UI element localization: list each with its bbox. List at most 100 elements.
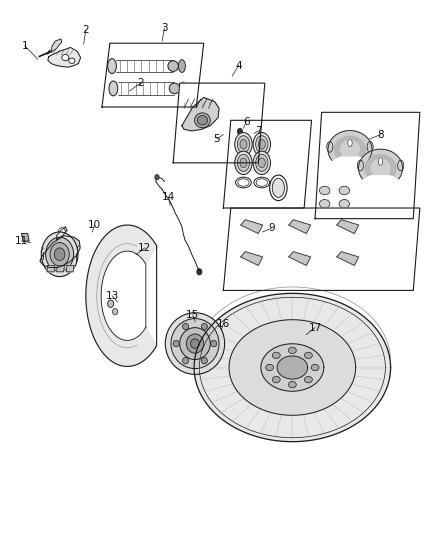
Ellipse shape bbox=[398, 160, 404, 171]
Ellipse shape bbox=[235, 151, 252, 174]
Ellipse shape bbox=[288, 382, 296, 388]
Text: 3: 3 bbox=[161, 23, 168, 34]
Polygon shape bbox=[173, 83, 265, 163]
Ellipse shape bbox=[256, 155, 268, 171]
Polygon shape bbox=[289, 252, 311, 265]
Text: 10: 10 bbox=[88, 220, 101, 230]
Ellipse shape bbox=[270, 175, 287, 200]
Ellipse shape bbox=[304, 352, 312, 359]
Ellipse shape bbox=[183, 324, 189, 330]
Ellipse shape bbox=[50, 243, 69, 266]
Polygon shape bbox=[365, 155, 396, 176]
Ellipse shape bbox=[304, 376, 312, 383]
Text: 2: 2 bbox=[137, 78, 144, 88]
Polygon shape bbox=[261, 344, 324, 391]
Polygon shape bbox=[102, 43, 204, 107]
Ellipse shape bbox=[236, 177, 251, 188]
Ellipse shape bbox=[165, 313, 225, 374]
Ellipse shape bbox=[69, 58, 75, 63]
Ellipse shape bbox=[256, 179, 268, 186]
Ellipse shape bbox=[211, 341, 217, 347]
Polygon shape bbox=[223, 208, 420, 290]
Ellipse shape bbox=[197, 116, 208, 125]
Ellipse shape bbox=[272, 352, 280, 359]
Ellipse shape bbox=[186, 334, 204, 353]
Text: 15: 15 bbox=[186, 310, 199, 320]
Ellipse shape bbox=[319, 186, 330, 195]
Ellipse shape bbox=[240, 140, 247, 149]
Ellipse shape bbox=[58, 228, 65, 236]
Polygon shape bbox=[40, 236, 80, 268]
Ellipse shape bbox=[41, 232, 78, 277]
Text: 9: 9 bbox=[268, 223, 275, 233]
Text: 2: 2 bbox=[82, 25, 89, 35]
Ellipse shape bbox=[201, 358, 208, 364]
Ellipse shape bbox=[180, 328, 210, 360]
Polygon shape bbox=[66, 265, 74, 272]
Ellipse shape bbox=[191, 339, 199, 349]
Polygon shape bbox=[223, 120, 311, 208]
Text: 5: 5 bbox=[213, 134, 220, 144]
Ellipse shape bbox=[168, 61, 178, 71]
Text: 12: 12 bbox=[138, 243, 152, 253]
Ellipse shape bbox=[237, 128, 243, 135]
Text: 6: 6 bbox=[243, 117, 249, 127]
Text: 4: 4 bbox=[235, 61, 242, 70]
Ellipse shape bbox=[254, 177, 270, 188]
Polygon shape bbox=[57, 227, 67, 240]
Polygon shape bbox=[335, 136, 365, 157]
Ellipse shape bbox=[311, 365, 319, 370]
Ellipse shape bbox=[237, 155, 250, 171]
Ellipse shape bbox=[339, 186, 350, 195]
Polygon shape bbox=[21, 233, 29, 241]
Polygon shape bbox=[229, 320, 356, 415]
Polygon shape bbox=[328, 131, 372, 160]
Ellipse shape bbox=[109, 81, 118, 96]
Ellipse shape bbox=[197, 269, 202, 275]
Ellipse shape bbox=[348, 139, 352, 147]
Polygon shape bbox=[57, 265, 64, 272]
Ellipse shape bbox=[288, 347, 296, 353]
Ellipse shape bbox=[108, 59, 117, 74]
Text: 11: 11 bbox=[15, 236, 28, 246]
Ellipse shape bbox=[253, 151, 271, 174]
Polygon shape bbox=[47, 265, 55, 272]
Text: 13: 13 bbox=[106, 290, 119, 301]
Ellipse shape bbox=[113, 309, 118, 315]
Ellipse shape bbox=[378, 158, 383, 165]
Polygon shape bbox=[241, 220, 263, 233]
Ellipse shape bbox=[240, 158, 247, 167]
Polygon shape bbox=[86, 225, 157, 367]
Ellipse shape bbox=[272, 178, 285, 197]
Polygon shape bbox=[315, 112, 420, 219]
Ellipse shape bbox=[54, 248, 65, 261]
Text: 8: 8 bbox=[377, 130, 384, 140]
Text: 7: 7 bbox=[255, 126, 261, 136]
Ellipse shape bbox=[169, 83, 180, 94]
Ellipse shape bbox=[155, 174, 159, 180]
Ellipse shape bbox=[46, 237, 74, 271]
Ellipse shape bbox=[238, 179, 249, 186]
Ellipse shape bbox=[256, 136, 268, 153]
Ellipse shape bbox=[367, 142, 373, 152]
Text: 1: 1 bbox=[21, 41, 28, 51]
Polygon shape bbox=[51, 39, 62, 52]
Ellipse shape bbox=[183, 358, 189, 364]
Ellipse shape bbox=[178, 60, 185, 72]
Ellipse shape bbox=[62, 54, 69, 61]
Polygon shape bbox=[337, 220, 359, 233]
Ellipse shape bbox=[171, 319, 219, 368]
Polygon shape bbox=[289, 220, 311, 233]
Polygon shape bbox=[277, 356, 307, 379]
Ellipse shape bbox=[201, 324, 208, 330]
Text: 16: 16 bbox=[217, 319, 230, 329]
Ellipse shape bbox=[237, 136, 250, 153]
Polygon shape bbox=[48, 47, 81, 67]
Polygon shape bbox=[241, 252, 263, 265]
Ellipse shape bbox=[180, 82, 187, 95]
Ellipse shape bbox=[173, 341, 179, 347]
Ellipse shape bbox=[194, 113, 210, 128]
Ellipse shape bbox=[327, 142, 333, 152]
Ellipse shape bbox=[357, 160, 364, 171]
Polygon shape bbox=[337, 252, 359, 265]
